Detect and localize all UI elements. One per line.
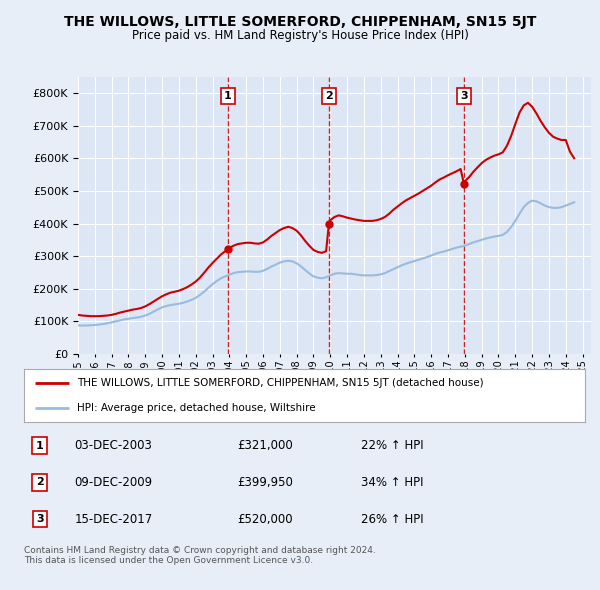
Text: Contains HM Land Registry data © Crown copyright and database right 2024.
This d: Contains HM Land Registry data © Crown c…: [24, 546, 376, 565]
Text: £520,000: £520,000: [237, 513, 293, 526]
Text: 3: 3: [460, 91, 468, 101]
Text: Price paid vs. HM Land Registry's House Price Index (HPI): Price paid vs. HM Land Registry's House …: [131, 30, 469, 42]
Text: 1: 1: [36, 441, 44, 451]
Text: THE WILLOWS, LITTLE SOMERFORD, CHIPPENHAM, SN15 5JT: THE WILLOWS, LITTLE SOMERFORD, CHIPPENHA…: [64, 15, 536, 29]
Text: HPI: Average price, detached house, Wiltshire: HPI: Average price, detached house, Wilt…: [77, 402, 316, 412]
Text: 34% ↑ HPI: 34% ↑ HPI: [361, 476, 423, 489]
Text: 09-DEC-2009: 09-DEC-2009: [74, 476, 152, 489]
Text: £399,950: £399,950: [237, 476, 293, 489]
Text: 15-DEC-2017: 15-DEC-2017: [74, 513, 153, 526]
Text: 03-DEC-2003: 03-DEC-2003: [74, 439, 152, 452]
Text: 22% ↑ HPI: 22% ↑ HPI: [361, 439, 423, 452]
Text: 2: 2: [325, 91, 333, 101]
Text: 1: 1: [224, 91, 232, 101]
Text: 3: 3: [36, 514, 44, 524]
Text: THE WILLOWS, LITTLE SOMERFORD, CHIPPENHAM, SN15 5JT (detached house): THE WILLOWS, LITTLE SOMERFORD, CHIPPENHA…: [77, 378, 484, 388]
Text: 26% ↑ HPI: 26% ↑ HPI: [361, 513, 423, 526]
Text: £321,000: £321,000: [237, 439, 293, 452]
Text: 2: 2: [36, 477, 44, 487]
